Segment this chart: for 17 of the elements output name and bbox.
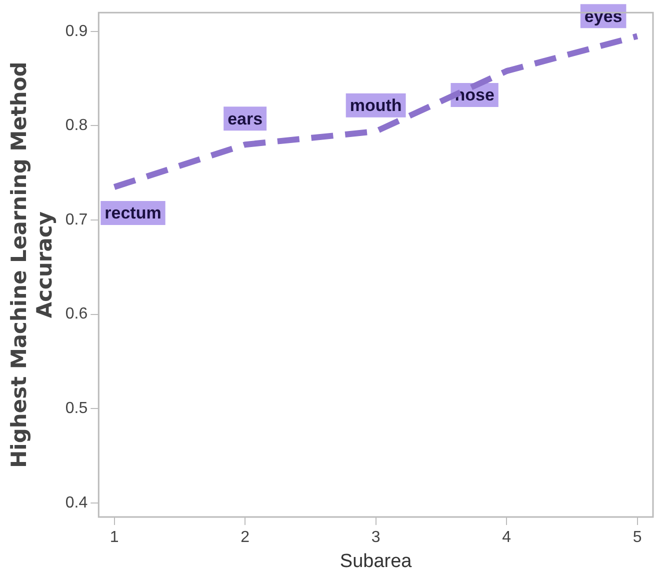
x-tick-label: 2 <box>240 529 250 546</box>
x-tick-label: 4 <box>502 529 512 546</box>
x-tick-label: 1 <box>110 529 119 546</box>
x-tick-label: 5 <box>632 529 642 546</box>
y-tick-label: 0.5 <box>65 400 88 417</box>
annotation: mouth <box>350 96 402 116</box>
y-tick-label: 0.9 <box>65 22 88 40</box>
y-axis-title: Highest Machine Learning Method Accuracy <box>7 62 56 468</box>
annotation: ears <box>228 109 263 128</box>
annotation: eyes <box>584 6 622 26</box>
y-tick-label: 0.4 <box>65 494 88 512</box>
y-tick-label: 0.6 <box>65 306 88 323</box>
y-tick-label: 0.7 <box>65 211 88 228</box>
x-tick-label: 3 <box>371 529 380 546</box>
x-axis-title: Subarea <box>340 550 412 572</box>
y-tick-label: 0.8 <box>65 117 88 134</box>
annotation: rectum <box>104 204 162 223</box>
